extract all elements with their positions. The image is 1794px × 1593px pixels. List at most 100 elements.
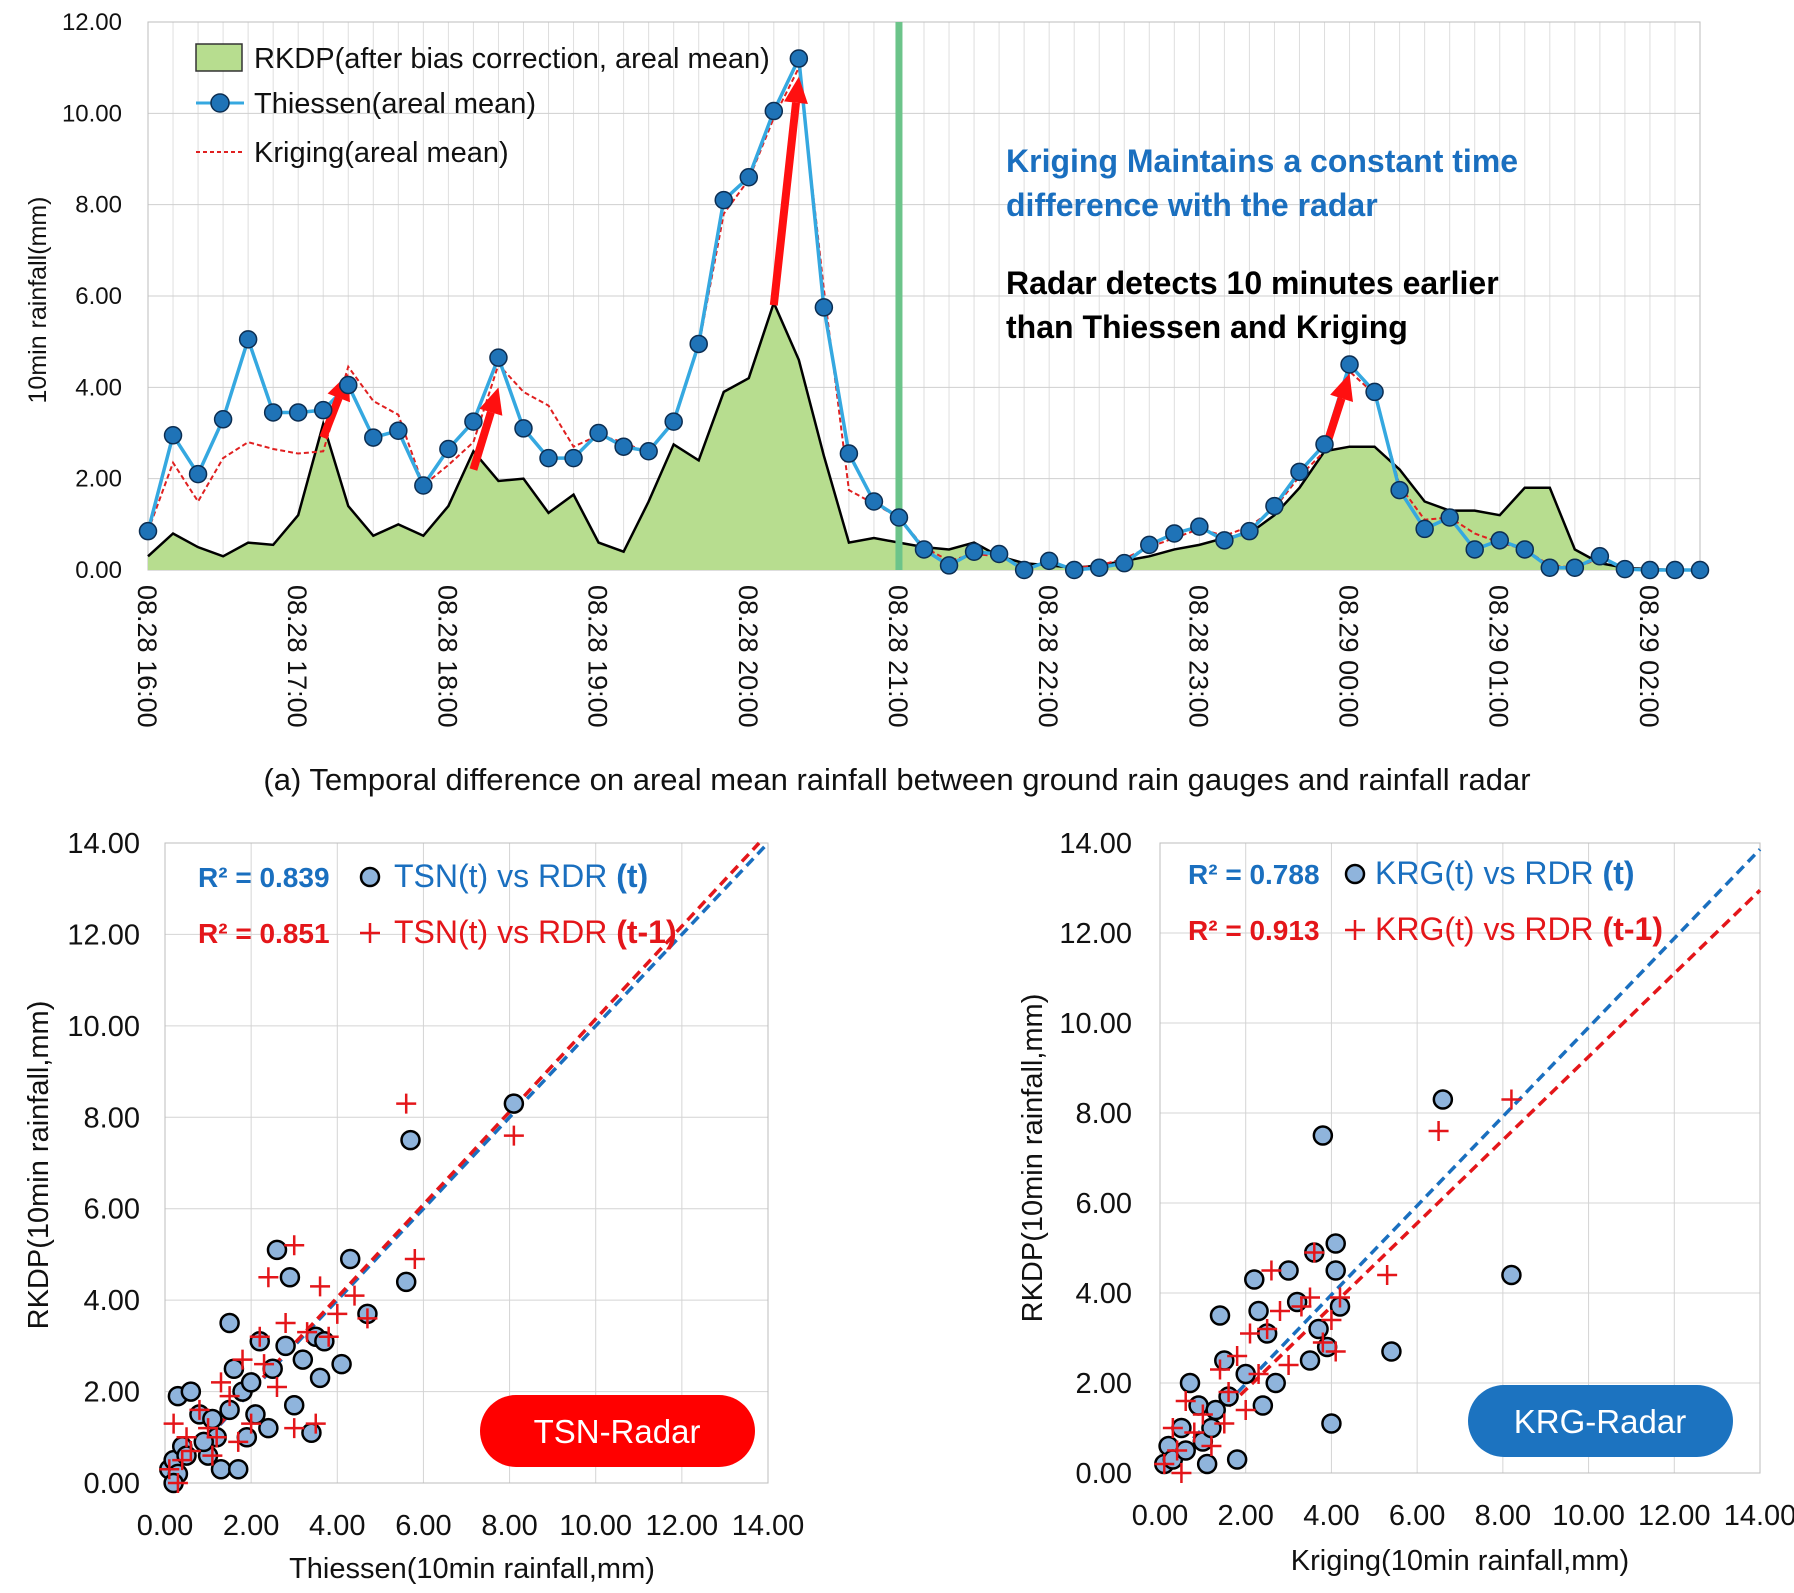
tsn-point-t-1 — [172, 1450, 193, 1471]
krg-x-tick-label: 6.00 — [1389, 1500, 1445, 1532]
tsn-point-t — [180, 1381, 202, 1402]
thiessen-point — [439, 439, 458, 459]
tsn-trendline-t-1 — [163, 841, 761, 1485]
tsn-x-tick-label: 12.00 — [646, 1510, 719, 1542]
tsn-point-t-1 — [176, 1427, 197, 1448]
thiessen-point — [589, 423, 608, 443]
krg-badge-label: KRG-Radar — [1514, 1403, 1686, 1440]
tsn-point-t-1 — [266, 1377, 287, 1397]
thiessen-point — [1115, 553, 1134, 573]
thiessen-point — [213, 410, 233, 429]
tsn-point-t — [219, 1312, 240, 1334]
thiessen-point — [313, 400, 333, 420]
tsn-legend-r2-t1: R² = 0.851 — [198, 918, 330, 949]
krg-y-axis-label: RKDP(10min rainfall,mm) — [1017, 994, 1049, 1323]
tsn-point-t — [223, 1358, 245, 1379]
tsn-point-t-1 — [232, 1349, 253, 1370]
thiessen-point — [339, 375, 358, 395]
tsn-point-t — [210, 1459, 232, 1480]
thiessen-point — [1315, 435, 1334, 454]
tsn-point-t-1 — [404, 1249, 425, 1269]
krg-point-t — [1188, 1395, 1209, 1416]
tsn-point-t — [301, 1422, 322, 1443]
krg-y-tick-label: 6.00 — [1076, 1188, 1132, 1220]
tsn-point-t-1 — [198, 1418, 219, 1439]
thiessen-point — [839, 444, 859, 463]
thiessen-point — [1615, 559, 1635, 579]
thiessen-point — [564, 448, 583, 468]
ts-x-tick-label: 08.28 20:00 — [733, 585, 763, 728]
thiessen-point — [489, 348, 508, 367]
tsn-point-t-1 — [357, 1308, 378, 1329]
krg-point-t-1 — [1240, 1323, 1260, 1344]
thiessen-point — [1014, 560, 1034, 580]
krg-point-t-1 — [1214, 1413, 1235, 1434]
ts-x-tick-label: 08.28 17:00 — [282, 585, 312, 728]
thiessen-point — [238, 330, 258, 349]
krg-point-t — [1381, 1341, 1402, 1362]
tsn-point-t-1 — [219, 1386, 240, 1407]
krg-points — [1154, 1089, 1522, 1483]
krg-point-t-1 — [1154, 1454, 1175, 1474]
thiessen-point — [914, 540, 934, 559]
krg-y-tick-label: 2.00 — [1076, 1368, 1132, 1400]
krg-y-tick-label: 10.00 — [1059, 1008, 1132, 1040]
timeseries-chart: 0.00 2.00 4.00 6.00 8.00 10.00 12.00 08.28 16:… — [24, 9, 1710, 728]
thiessen-point — [1089, 558, 1109, 577]
tsn-point-t-1 — [228, 1431, 249, 1452]
thiessen-point — [1515, 540, 1535, 559]
krg-point-t — [1248, 1300, 1269, 1322]
thiessen-point — [539, 448, 558, 468]
tsn-point-t-1 — [297, 1322, 318, 1343]
krg-x-axis-label: Kriging(10min rainfall,mm) — [1291, 1545, 1629, 1577]
annotation-kriging-line2: difference with the radar — [1006, 187, 1378, 223]
krg-point-t — [1321, 1413, 1342, 1434]
krg-y-tick-label: 4.00 — [1076, 1278, 1132, 1310]
krg-x-ticks: 0.00 2.00 4.00 6.00 8.00 10.00 12.00 14.00 — [1132, 1500, 1794, 1532]
tsn-x-tick-label: 4.00 — [309, 1510, 365, 1542]
thiessen-point — [814, 298, 834, 317]
krg-point-t — [1209, 1305, 1231, 1326]
shift-arrow-shaft — [769, 102, 800, 306]
tsn-x-tick-label: 0.00 — [137, 1510, 193, 1542]
krg-legend-circle-marker — [1344, 863, 1366, 885]
tsn-point-t-1 — [249, 1326, 270, 1347]
krg-point-t-1 — [1184, 1422, 1205, 1443]
tsn-legend-label-t-text: TSN(t) vs RDR — [394, 858, 616, 894]
krg-x-tick-label: 2.00 — [1217, 1500, 1273, 1532]
tsn-point-t-1 — [310, 1276, 331, 1297]
krg-trendline-t-1 — [1158, 888, 1762, 1475]
thiessen-point — [964, 542, 984, 561]
krg-y-tick-label: 14.00 — [1059, 828, 1132, 860]
krg-point-t-1 — [1501, 1089, 1522, 1110]
krg-y-tick-label: 8.00 — [1076, 1098, 1132, 1130]
tsn-x-axis-label: Thiessen(10min rainfall,mm) — [289, 1553, 655, 1585]
krg-point-t — [1278, 1260, 1299, 1281]
thiessen-point — [1390, 480, 1409, 500]
tsn-point-t-1 — [284, 1235, 305, 1256]
thiessen-point — [414, 476, 433, 495]
shift-arrow-head — [784, 76, 808, 104]
tsn-point-t — [339, 1248, 361, 1270]
tsn-legend-label-t1-suffix: (t-1) — [616, 914, 676, 950]
krg-legend: R² = 0.788 KRG(t) vs RDR (t) R² = 0.913 … — [1188, 855, 1663, 947]
tsn-x-tick-label: 10.00 — [559, 1510, 632, 1542]
krg-point-t — [1201, 1417, 1222, 1439]
krg-point-t-1 — [1257, 1319, 1278, 1339]
thiessen-point — [714, 190, 733, 210]
tsn-y-axis-label: RKDP(10min rainfall,mm) — [23, 1001, 55, 1330]
krg-point-t-1 — [1300, 1287, 1320, 1308]
ts-x-tick-label: 08.28 19:00 — [583, 585, 613, 728]
tsn-point-t-1 — [327, 1303, 348, 1324]
tsn-point-t — [331, 1353, 352, 1375]
tsn-point-t — [176, 1445, 197, 1466]
krg-point-t-1 — [1218, 1382, 1239, 1402]
krg-point-t-1 — [1377, 1265, 1398, 1285]
legend-rkdp-swatch — [195, 43, 243, 72]
tsn-trendlines — [163, 841, 770, 1485]
tsn-point-t-1 — [318, 1326, 339, 1347]
krg-point-t — [1501, 1264, 1522, 1286]
krg-x-tick-label: 0.00 — [1132, 1500, 1188, 1532]
timeseries-y-axis-label: 10min rainfall(mm) — [24, 197, 52, 404]
